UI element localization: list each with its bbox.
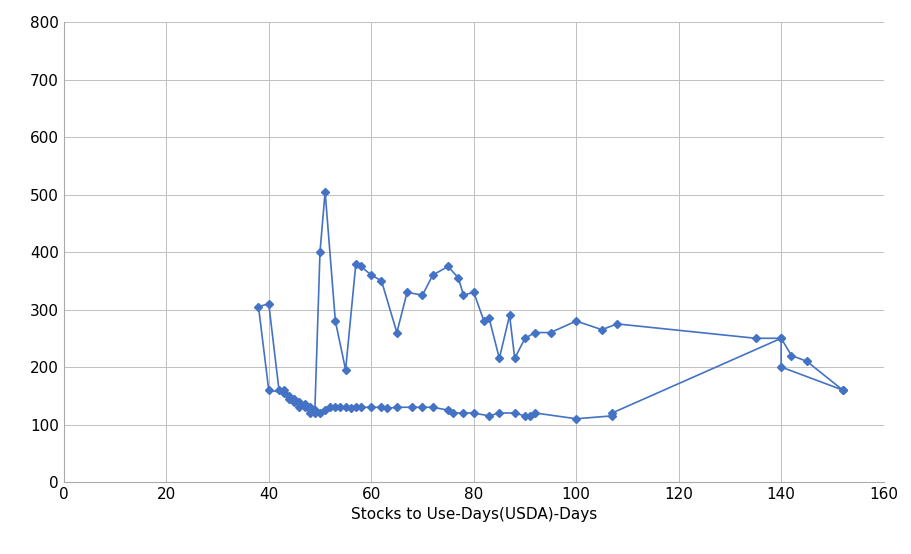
X-axis label: Stocks to Use-Days(USDA)-Days: Stocks to Use-Days(USDA)-Days bbox=[351, 507, 597, 522]
